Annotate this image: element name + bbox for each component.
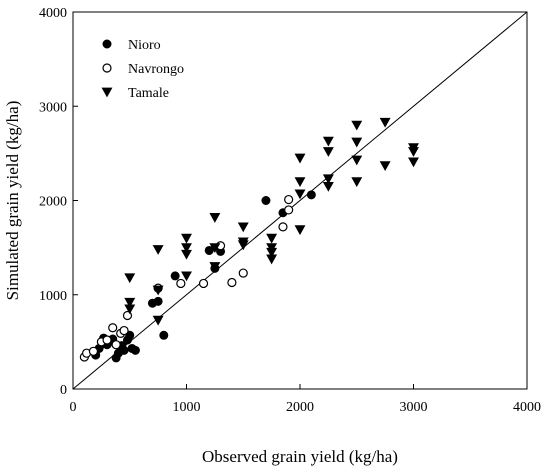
data-point-nioro bbox=[170, 271, 180, 281]
legend-item-nioro: Nioro bbox=[102, 38, 161, 53]
data-point-tamale bbox=[294, 189, 306, 200]
data-points bbox=[79, 117, 419, 363]
data-point-tamale bbox=[266, 243, 278, 254]
data-point-tamale bbox=[266, 247, 278, 258]
data-point-tamale bbox=[322, 174, 334, 185]
data-point-nioro bbox=[261, 196, 271, 205]
data-point-nioro bbox=[306, 190, 316, 200]
data-point-navrongo bbox=[119, 325, 129, 336]
data-point-navrongo bbox=[198, 278, 209, 289]
data-point-tamale bbox=[408, 157, 419, 168]
data-point-tamale bbox=[294, 177, 306, 188]
data-point-tamale bbox=[322, 136, 334, 147]
data-point-tamale bbox=[322, 147, 334, 157]
data-point-navrongo bbox=[102, 335, 112, 345]
data-point-navrongo bbox=[284, 205, 294, 215]
data-point-navrongo bbox=[227, 277, 237, 288]
data-point-navrongo bbox=[111, 340, 121, 350]
legend-item-tamale: Tamale bbox=[101, 86, 169, 101]
y-tick-label: 0 bbox=[60, 383, 67, 398]
legend-label: Navrongo bbox=[128, 62, 184, 77]
data-point-tamale bbox=[152, 245, 164, 255]
data-point-tamale bbox=[294, 153, 306, 164]
data-point-navrongo bbox=[108, 323, 118, 333]
y-tick-label: 3000 bbox=[39, 100, 67, 115]
data-point-tamale bbox=[152, 315, 164, 326]
data-point-tamale bbox=[408, 147, 419, 157]
data-point-tamale bbox=[181, 233, 192, 244]
x-tick-label: 1000 bbox=[173, 400, 201, 415]
data-point-tamale bbox=[237, 240, 249, 251]
y-tick-label: 1000 bbox=[39, 289, 67, 304]
one-to-one-line bbox=[72, 11, 528, 390]
data-point-tamale bbox=[124, 273, 136, 284]
data-point-tamale bbox=[124, 304, 136, 315]
data-point-tamale bbox=[237, 222, 249, 233]
series-navrongo bbox=[79, 194, 294, 362]
data-point-tamale bbox=[181, 271, 192, 282]
data-point-tamale bbox=[181, 243, 192, 254]
data-point-tamale bbox=[351, 120, 363, 131]
data-point-tamale bbox=[266, 254, 278, 265]
data-point-navrongo bbox=[176, 278, 186, 289]
x-tick-label: 2000 bbox=[286, 400, 314, 415]
legend-marker bbox=[101, 87, 113, 98]
x-tick-label: 4000 bbox=[513, 400, 541, 415]
data-point-tamale bbox=[124, 297, 136, 308]
data-point-tamale bbox=[351, 137, 363, 148]
data-point-tamale bbox=[181, 249, 192, 260]
legend-marker bbox=[102, 63, 112, 73]
data-point-tamale bbox=[294, 225, 306, 236]
data-point-nioro bbox=[204, 245, 214, 255]
data-point-navrongo bbox=[278, 222, 288, 232]
axis-ticks: 0 1000 2000 3000 4000 0 1000 2000 3000 4000 bbox=[39, 6, 541, 415]
data-point-tamale bbox=[322, 181, 334, 192]
y-tick-label: 2000 bbox=[39, 195, 67, 210]
data-point-tamale bbox=[209, 243, 221, 254]
data-point-tamale bbox=[209, 213, 221, 223]
data-point-tamale bbox=[351, 177, 363, 188]
data-point-nioro bbox=[130, 345, 140, 355]
data-point-navrongo bbox=[88, 346, 99, 356]
x-tick-label: 0 bbox=[70, 400, 77, 415]
data-point-tamale bbox=[379, 117, 391, 128]
legend-label: Nioro bbox=[128, 38, 161, 53]
data-point-tamale bbox=[266, 233, 278, 244]
data-point-tamale bbox=[351, 155, 363, 166]
y-axis-title: Simulated grain yield (kg/ha) bbox=[3, 101, 22, 301]
data-point-navrongo bbox=[284, 194, 294, 205]
data-point-nioro bbox=[153, 296, 163, 306]
legend-marker bbox=[102, 39, 112, 49]
legend: Nioro Navrongo Tamale bbox=[101, 38, 184, 101]
data-point-nioro bbox=[119, 345, 129, 355]
data-point-tamale bbox=[152, 285, 164, 296]
plot-area: 0 1000 2000 3000 4000 0 1000 2000 3000 4000 bbox=[39, 6, 541, 415]
x-axis-title: Observed grain yield (kg/ha) bbox=[202, 447, 398, 466]
data-point-tamale bbox=[379, 161, 391, 172]
y-tick-label: 4000 bbox=[39, 6, 67, 21]
x-tick-label: 3000 bbox=[400, 400, 428, 415]
data-point-tamale bbox=[209, 262, 221, 272]
data-point-nioro bbox=[159, 330, 169, 340]
series-nioro bbox=[91, 190, 316, 363]
legend-item-navrongo: Navrongo bbox=[102, 62, 184, 77]
data-point-navrongo bbox=[238, 268, 248, 278]
series-tamale bbox=[124, 117, 419, 326]
legend-label: Tamale bbox=[128, 86, 169, 101]
